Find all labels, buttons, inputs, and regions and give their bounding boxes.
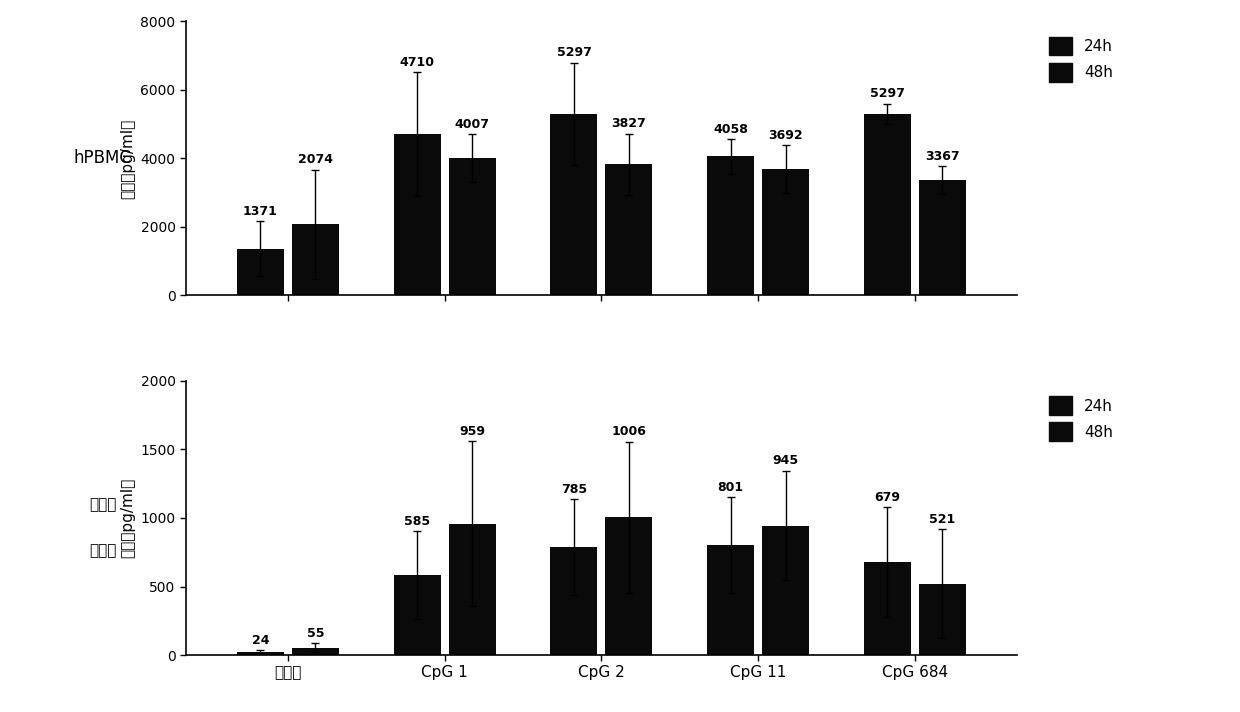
Text: 24: 24 (252, 634, 269, 647)
Bar (551, 548, 598, 655)
Text: 521: 521 (929, 513, 956, 525)
Bar (237, 651, 284, 655)
Y-axis label: 浓度（pg/ml）: 浓度（pg/ml） (120, 118, 135, 199)
Bar (919, 584, 966, 655)
Text: 785: 785 (560, 483, 587, 496)
Text: 3692: 3692 (769, 129, 802, 142)
Bar (393, 575, 440, 655)
Bar (919, 180, 966, 295)
Legend: 24h, 48h: 24h, 48h (1042, 389, 1121, 449)
Text: 585: 585 (404, 515, 430, 528)
Text: 3827: 3827 (611, 117, 646, 130)
Bar (864, 114, 911, 295)
Text: 1006: 1006 (611, 426, 646, 439)
Text: 5297: 5297 (870, 88, 905, 100)
Text: 945: 945 (773, 454, 799, 467)
Bar (291, 647, 339, 655)
Text: hPBMC: hPBMC (74, 150, 131, 167)
Bar (605, 517, 652, 655)
Text: 679: 679 (874, 491, 900, 504)
Bar (864, 562, 911, 655)
Bar (763, 525, 808, 655)
Bar (707, 157, 754, 295)
Text: 2074: 2074 (298, 153, 332, 167)
Bar (237, 248, 284, 295)
Text: 801: 801 (718, 481, 744, 494)
Text: 4007: 4007 (455, 118, 490, 131)
Text: 1371: 1371 (243, 205, 278, 218)
Bar (393, 134, 440, 295)
Text: 3367: 3367 (925, 150, 960, 163)
Bar (763, 169, 808, 295)
Legend: 24h, 48h: 24h, 48h (1042, 29, 1121, 89)
Text: 4710: 4710 (399, 56, 435, 69)
Text: 4058: 4058 (713, 123, 748, 136)
Text: 55: 55 (306, 627, 324, 640)
Bar (449, 158, 496, 295)
Bar (291, 224, 339, 295)
Text: 脏细胞: 脏细胞 (89, 543, 117, 558)
Text: 小鼠脾: 小鼠脾 (89, 497, 117, 512)
Bar (551, 114, 598, 295)
Bar (707, 545, 754, 655)
Bar (605, 164, 652, 295)
Bar (449, 523, 496, 655)
Text: 959: 959 (459, 425, 485, 438)
Text: 5297: 5297 (557, 46, 591, 59)
Y-axis label: 浓度（pg/ml）: 浓度（pg/ml） (120, 478, 135, 558)
